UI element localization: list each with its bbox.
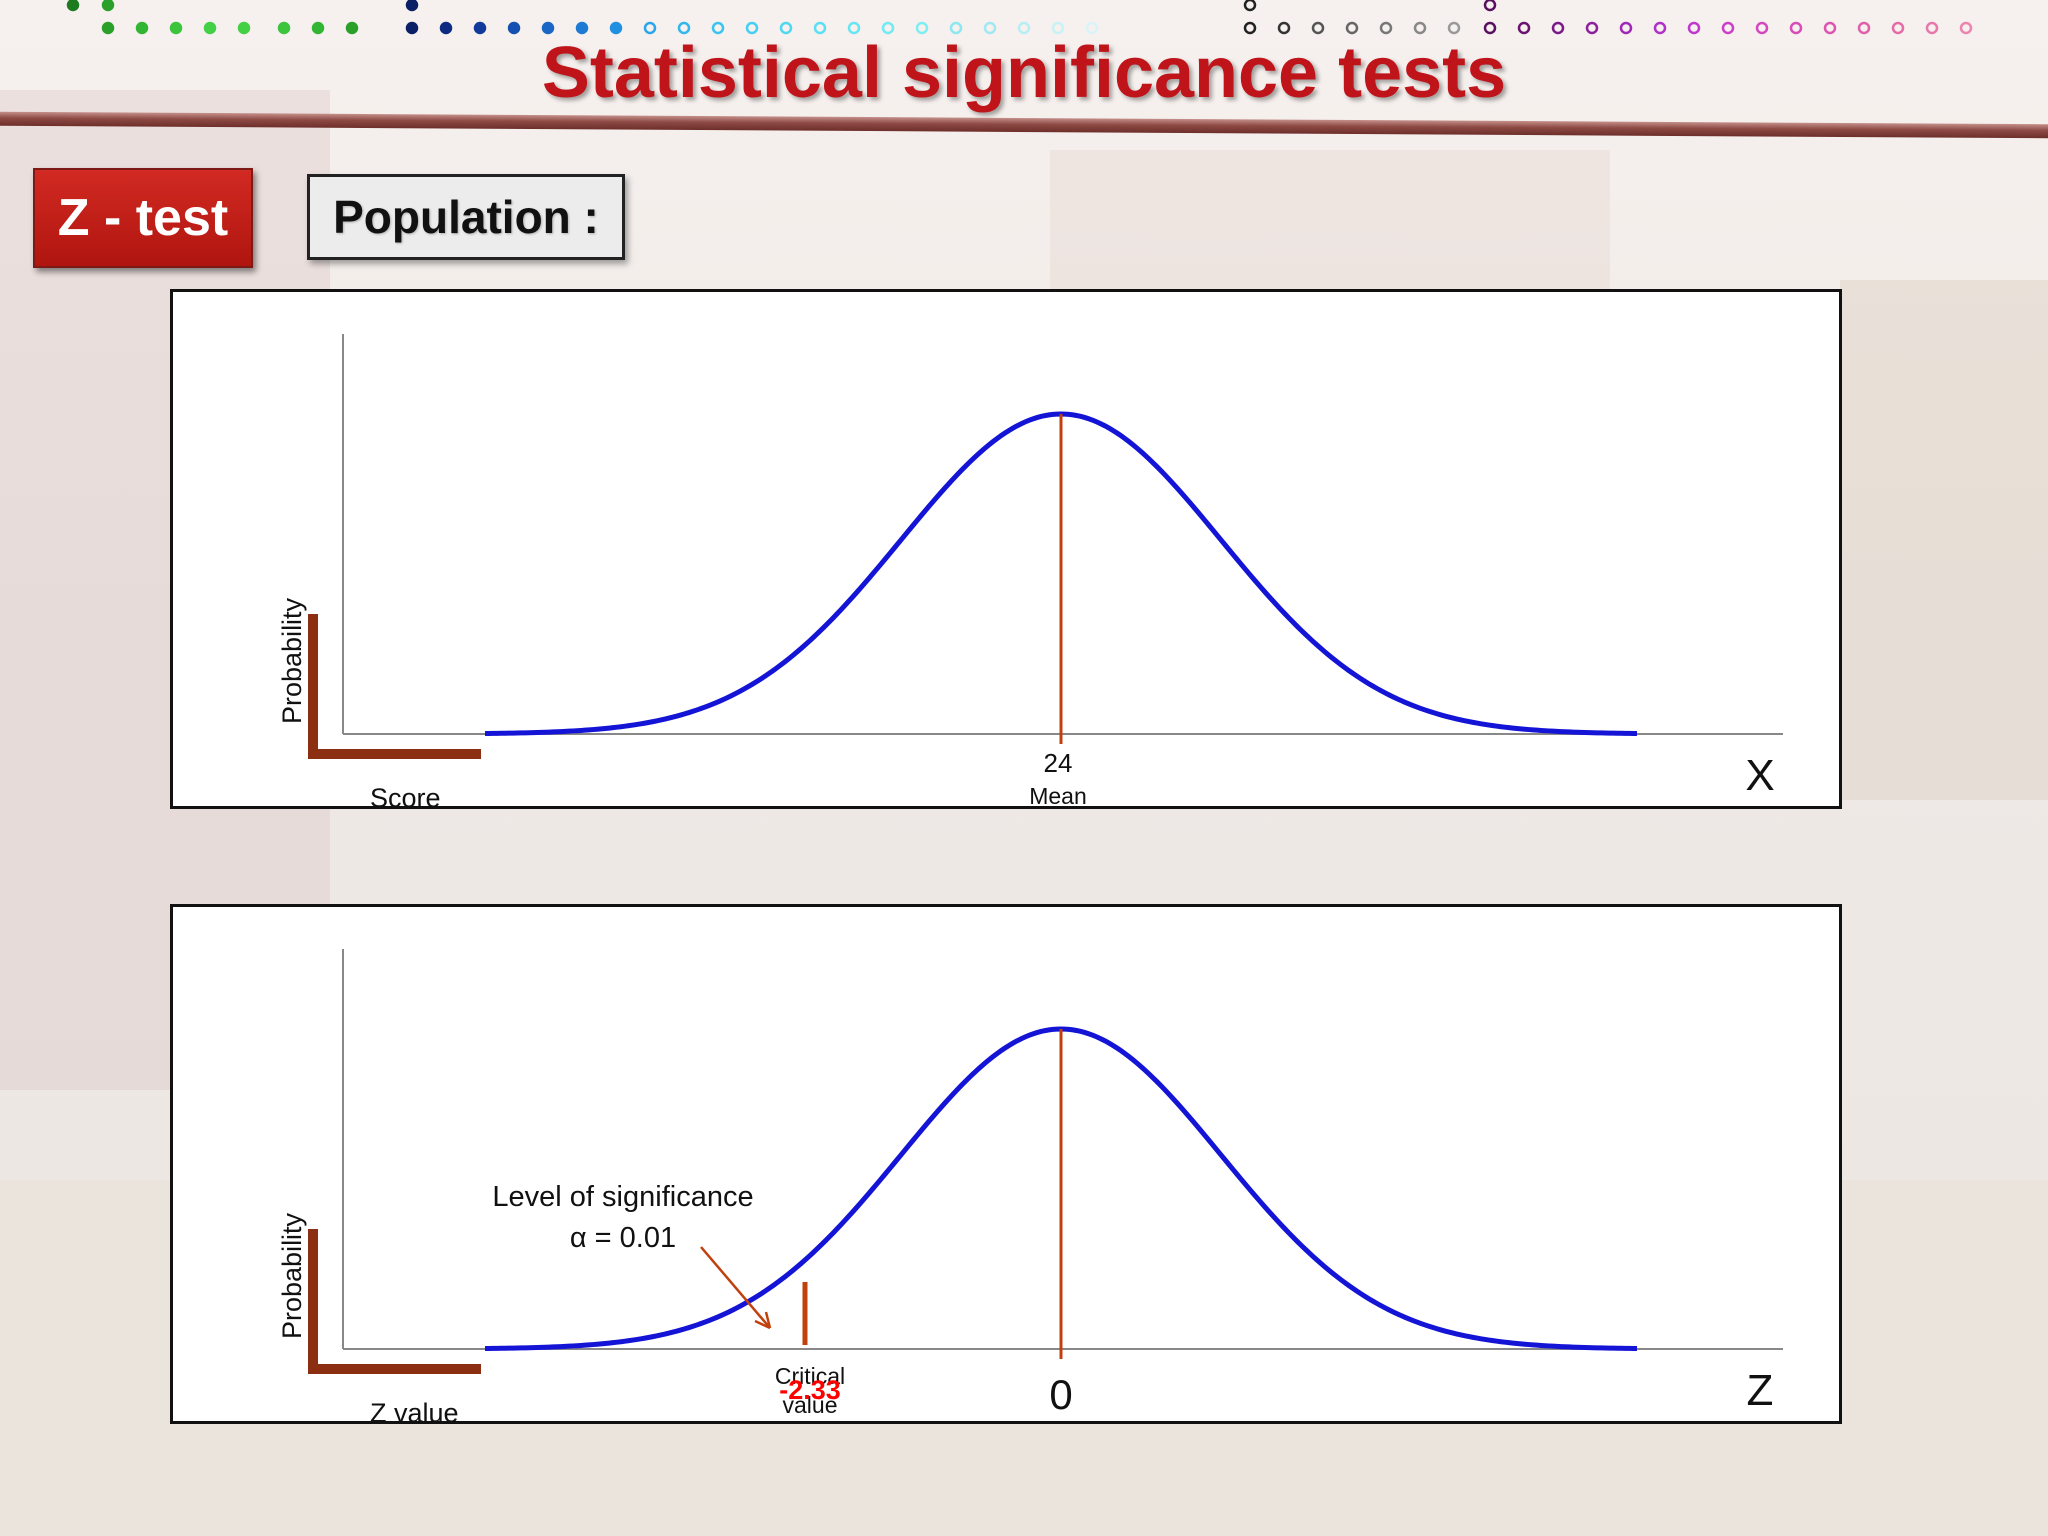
decorative-dot xyxy=(135,21,149,35)
decorative-dot xyxy=(1585,21,1599,35)
decorative-dot xyxy=(1755,21,1769,35)
decorative-dot xyxy=(1345,21,1359,35)
decorative-dot xyxy=(1243,0,1257,12)
alpha-label: α = 0.01 xyxy=(570,1222,676,1254)
decorative-dot xyxy=(1653,21,1667,35)
significance-arrow xyxy=(700,1246,771,1329)
decorative-dot xyxy=(405,0,419,12)
z-distribution-panel: Probability Z value Level of significanc… xyxy=(170,904,1842,1427)
decorative-dot xyxy=(101,21,115,35)
decorative-dot xyxy=(1085,21,1099,35)
decorative-dot xyxy=(915,21,929,35)
decorative-dot xyxy=(439,21,453,35)
decorative-dot xyxy=(745,21,759,35)
z-distribution-diagram: Probability Z value Level of significanc… xyxy=(277,949,1783,1427)
decorative-dot xyxy=(1517,21,1531,35)
decorative-dot xyxy=(711,21,725,35)
critical-value: -2.33 xyxy=(779,1375,841,1405)
arrow-head-icon xyxy=(754,1311,772,1330)
decorative-dot xyxy=(1619,21,1633,35)
decorative-dot xyxy=(507,21,521,35)
decorative-dot xyxy=(169,21,183,35)
decorative-dot xyxy=(1483,0,1497,12)
decorative-dot xyxy=(311,21,325,35)
decorative-dot xyxy=(1551,21,1565,35)
y-axis-label: Probability xyxy=(277,1212,307,1339)
ztest-badge: Z - test xyxy=(33,168,253,268)
x-axis-label: Score xyxy=(370,783,441,812)
decorative-dot xyxy=(1789,21,1803,35)
decorative-dot xyxy=(345,21,359,35)
axis-bracket xyxy=(308,1229,481,1374)
population-distribution-diagram: Probability Score 24 Mean X xyxy=(277,334,1783,812)
decorative-dot xyxy=(813,21,827,35)
decorative-dot xyxy=(405,21,419,35)
decorative-dot xyxy=(1687,21,1701,35)
decorative-dot xyxy=(277,21,291,35)
decorative-dot xyxy=(1311,21,1325,35)
decorative-dot xyxy=(575,21,589,35)
decorative-dot xyxy=(1243,21,1257,35)
decorative-dot xyxy=(473,21,487,35)
mean-value: 24 xyxy=(1044,748,1073,778)
decorative-dot xyxy=(1379,21,1393,35)
decorative-dot xyxy=(609,21,623,35)
decorative-dot xyxy=(1959,21,1973,35)
decorative-dot xyxy=(983,21,997,35)
decorative-dot xyxy=(643,21,657,35)
mean-label: Mean xyxy=(1029,783,1087,809)
axis-bracket xyxy=(308,614,481,759)
decorative-dot xyxy=(203,21,217,35)
page-title: Statistical significance tests xyxy=(541,33,1507,113)
y-axis-label: Probability xyxy=(277,597,307,724)
decorative-dot xyxy=(1447,21,1461,35)
x-axis-label: Z value xyxy=(370,1398,459,1427)
decorative-dot xyxy=(1857,21,1871,35)
decorative-dot xyxy=(541,21,555,35)
background-block xyxy=(1840,280,2048,800)
decorative-dot xyxy=(1823,21,1837,35)
x-axis-letter: X xyxy=(1745,751,1774,800)
critical-label-line2: value xyxy=(783,1392,838,1418)
decorative-dot xyxy=(677,21,691,35)
decorative-dot xyxy=(1051,21,1065,35)
decorative-dot xyxy=(779,21,793,35)
z-axis-letter: Z xyxy=(1747,1366,1774,1415)
significance-label: Level of significance xyxy=(492,1181,753,1213)
decorative-dot xyxy=(101,0,115,12)
center-value: 0 xyxy=(1049,1371,1072,1418)
decorative-dot xyxy=(1017,21,1031,35)
decorative-dot xyxy=(237,21,251,35)
decorative-dot xyxy=(1413,21,1427,35)
decorative-dot xyxy=(949,21,963,35)
population-label: Population : xyxy=(307,174,625,260)
decorative-dot xyxy=(1277,21,1291,35)
decorative-dot xyxy=(881,21,895,35)
critical-label-line1: Critical xyxy=(775,1363,845,1389)
decorative-dot xyxy=(847,21,861,35)
background-block xyxy=(1050,150,1610,290)
decorative-dot xyxy=(1721,21,1735,35)
population-distribution-panel: Probability Score 24 Mean X xyxy=(170,289,1842,812)
decorative-dot xyxy=(1483,21,1497,35)
decorative-dots xyxy=(66,0,1973,35)
decorative-dot xyxy=(66,0,80,12)
decorative-dot xyxy=(1925,21,1939,35)
decorative-dot xyxy=(1891,21,1905,35)
